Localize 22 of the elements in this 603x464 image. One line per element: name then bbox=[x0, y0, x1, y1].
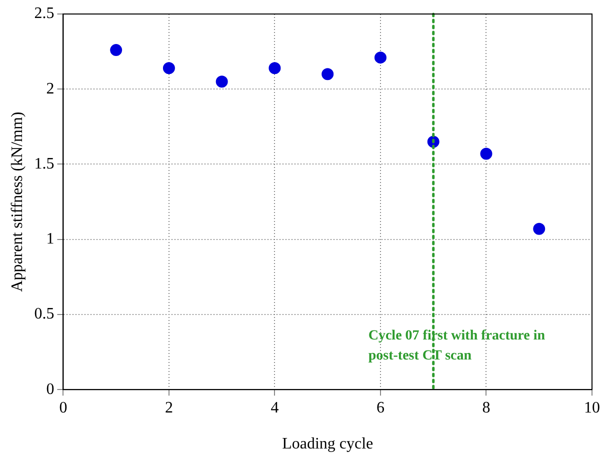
point bbox=[268, 62, 281, 74]
point bbox=[374, 52, 386, 64]
x-tick-label: 6 bbox=[376, 399, 384, 416]
point bbox=[533, 222, 546, 235]
point bbox=[162, 62, 175, 74]
x-tick-label: 10 bbox=[584, 399, 600, 416]
x-tick-label: 2 bbox=[164, 399, 173, 416]
y-tick-label: 2.5 bbox=[34, 5, 54, 22]
x-tick-label: 0 bbox=[59, 399, 68, 416]
y-tick-label: 1.5 bbox=[34, 155, 54, 172]
point bbox=[480, 148, 492, 160]
y-axis-title: Apparent stiffness (kN/mm) bbox=[8, 112, 26, 292]
point bbox=[322, 68, 334, 80]
point bbox=[216, 76, 228, 88]
y-tick-label: 2 bbox=[46, 80, 54, 98]
y-tick-label: 1 bbox=[46, 230, 54, 248]
y-tick-label: 0 bbox=[46, 380, 54, 398]
x-tick-label: 4 bbox=[270, 399, 279, 416]
x-tick-label: 8 bbox=[482, 399, 490, 416]
x-axis-title: Loading cycle bbox=[282, 436, 374, 453]
point bbox=[110, 44, 122, 56]
y-tick-label: 0.5 bbox=[34, 306, 54, 323]
